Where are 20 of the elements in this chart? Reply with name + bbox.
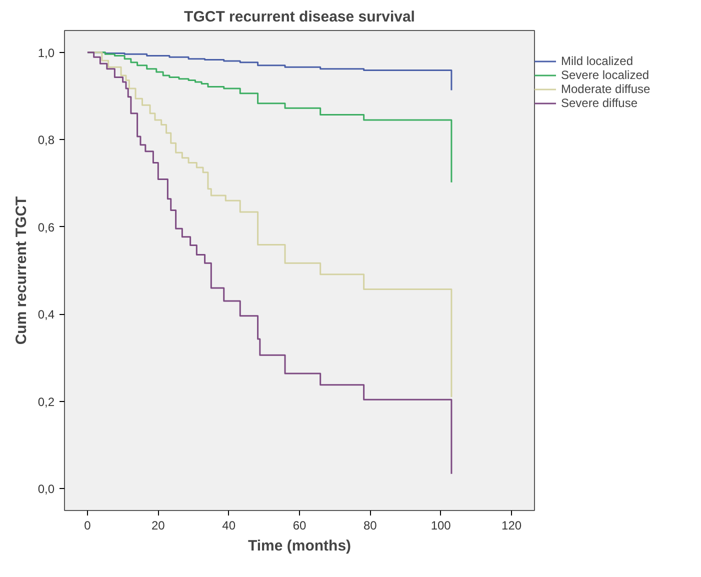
y-tick-label: 0,0 bbox=[38, 482, 55, 496]
y-tick-label: 0,2 bbox=[38, 394, 55, 409]
y-axis-title: Cum recurrent TGCT bbox=[12, 196, 30, 345]
legend-label: Severe diffuse bbox=[561, 96, 638, 110]
x-tick-label: 60 bbox=[292, 518, 306, 532]
x-tick-label: 80 bbox=[364, 518, 378, 532]
y-tick-label: 0,6 bbox=[38, 220, 55, 234]
x-tick-label: 20 bbox=[151, 518, 166, 532]
x-tick-label: 120 bbox=[502, 518, 522, 532]
legend-label: Moderate diffuse bbox=[561, 82, 650, 96]
x-axis-title: Time (months) bbox=[248, 538, 352, 554]
chart-title: TGCT recurrent disease survival bbox=[184, 8, 415, 26]
legend-label: Severe localized bbox=[561, 68, 650, 82]
legend-label: Mild localized bbox=[561, 54, 634, 68]
x-tick-label: 100 bbox=[430, 518, 452, 532]
x-tick-label: 40 bbox=[222, 518, 236, 532]
y-tick-label: 0,4 bbox=[38, 308, 55, 322]
y-tick-label: 1,0 bbox=[38, 46, 55, 60]
x-tick-label: 0 bbox=[84, 518, 92, 532]
y-tick-label: 0,8 bbox=[38, 133, 55, 148]
